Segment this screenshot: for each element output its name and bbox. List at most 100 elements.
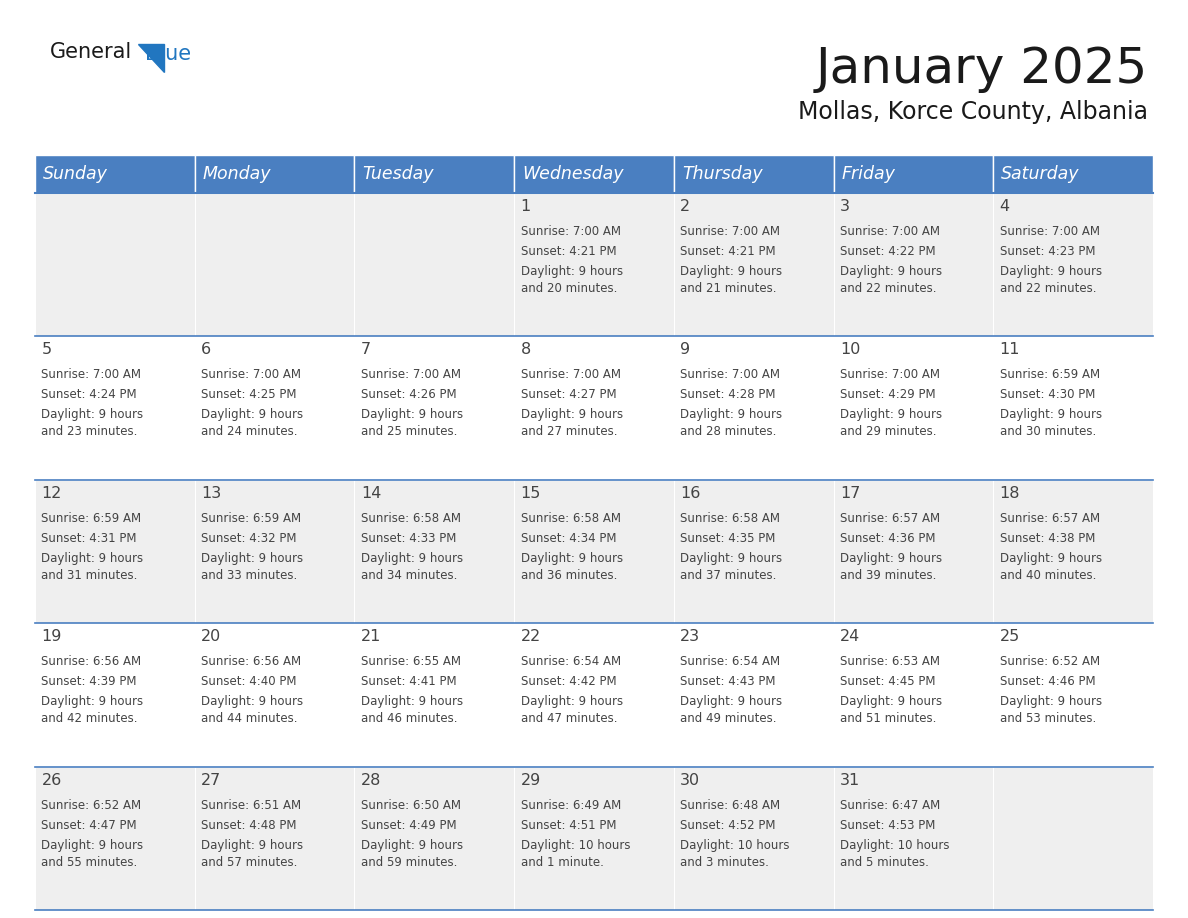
Text: Daylight: 9 hours: Daylight: 9 hours	[520, 552, 623, 565]
Text: Daylight: 9 hours: Daylight: 9 hours	[361, 695, 463, 708]
Text: 3: 3	[840, 199, 849, 214]
Text: Sunset: 4:45 PM: Sunset: 4:45 PM	[840, 676, 935, 688]
Text: and 22 minutes.: and 22 minutes.	[840, 282, 936, 295]
FancyBboxPatch shape	[514, 193, 674, 336]
Text: Sunset: 4:31 PM: Sunset: 4:31 PM	[42, 532, 137, 544]
Text: Daylight: 9 hours: Daylight: 9 hours	[840, 409, 942, 421]
Text: Daylight: 9 hours: Daylight: 9 hours	[201, 409, 303, 421]
Text: Daylight: 9 hours: Daylight: 9 hours	[201, 839, 303, 852]
FancyBboxPatch shape	[514, 155, 674, 193]
Text: Sunset: 4:23 PM: Sunset: 4:23 PM	[999, 245, 1095, 258]
Text: Sunset: 4:22 PM: Sunset: 4:22 PM	[840, 245, 936, 258]
Text: and 33 minutes.: and 33 minutes.	[201, 569, 297, 582]
Text: Sunset: 4:34 PM: Sunset: 4:34 PM	[520, 532, 617, 544]
Text: Sunrise: 6:52 AM: Sunrise: 6:52 AM	[999, 655, 1100, 668]
Text: Daylight: 9 hours: Daylight: 9 hours	[361, 409, 463, 421]
Text: 25: 25	[999, 629, 1020, 644]
Text: Sunset: 4:26 PM: Sunset: 4:26 PM	[361, 388, 456, 401]
Text: Sunset: 4:21 PM: Sunset: 4:21 PM	[520, 245, 617, 258]
FancyBboxPatch shape	[834, 193, 993, 336]
Text: Daylight: 10 hours: Daylight: 10 hours	[681, 839, 790, 852]
Text: Daylight: 10 hours: Daylight: 10 hours	[520, 839, 630, 852]
Text: 9: 9	[681, 342, 690, 357]
Text: 5: 5	[42, 342, 51, 357]
Text: and 28 minutes.: and 28 minutes.	[681, 425, 777, 439]
FancyBboxPatch shape	[354, 480, 514, 623]
Text: Sunrise: 7:00 AM: Sunrise: 7:00 AM	[681, 368, 781, 381]
FancyBboxPatch shape	[354, 155, 514, 193]
FancyBboxPatch shape	[993, 336, 1154, 480]
FancyBboxPatch shape	[993, 767, 1154, 910]
Text: Sunset: 4:27 PM: Sunset: 4:27 PM	[520, 388, 617, 401]
Text: Sunrise: 7:00 AM: Sunrise: 7:00 AM	[520, 225, 620, 238]
Text: Sunrise: 7:00 AM: Sunrise: 7:00 AM	[840, 225, 940, 238]
Text: Sunset: 4:43 PM: Sunset: 4:43 PM	[681, 676, 776, 688]
Text: 15: 15	[520, 486, 541, 501]
Text: 14: 14	[361, 486, 381, 501]
Text: Sunset: 4:24 PM: Sunset: 4:24 PM	[42, 388, 137, 401]
Text: Sunrise: 6:51 AM: Sunrise: 6:51 AM	[201, 799, 302, 812]
Text: Sunrise: 7:00 AM: Sunrise: 7:00 AM	[201, 368, 301, 381]
Text: Daylight: 9 hours: Daylight: 9 hours	[361, 552, 463, 565]
FancyBboxPatch shape	[195, 336, 354, 480]
Text: Daylight: 9 hours: Daylight: 9 hours	[681, 409, 783, 421]
Text: Daylight: 9 hours: Daylight: 9 hours	[840, 695, 942, 708]
FancyBboxPatch shape	[674, 336, 834, 480]
Text: 26: 26	[42, 773, 62, 788]
Text: and 1 minute.: and 1 minute.	[520, 856, 604, 868]
Text: Sunset: 4:30 PM: Sunset: 4:30 PM	[999, 388, 1095, 401]
Text: and 23 minutes.: and 23 minutes.	[42, 425, 138, 439]
FancyBboxPatch shape	[195, 480, 354, 623]
Text: Sunrise: 6:54 AM: Sunrise: 6:54 AM	[681, 655, 781, 668]
Text: Tuesday: Tuesday	[362, 165, 434, 183]
FancyBboxPatch shape	[354, 767, 514, 910]
Text: Daylight: 9 hours: Daylight: 9 hours	[999, 265, 1101, 278]
Text: January 2025: January 2025	[816, 45, 1148, 93]
Text: 16: 16	[681, 486, 701, 501]
Text: Sunset: 4:41 PM: Sunset: 4:41 PM	[361, 676, 456, 688]
Text: 4: 4	[999, 199, 1010, 214]
Text: Sunset: 4:39 PM: Sunset: 4:39 PM	[42, 676, 137, 688]
FancyBboxPatch shape	[674, 767, 834, 910]
Text: Sunset: 4:47 PM: Sunset: 4:47 PM	[42, 819, 137, 832]
FancyBboxPatch shape	[195, 623, 354, 767]
Text: and 3 minutes.: and 3 minutes.	[681, 856, 769, 868]
FancyBboxPatch shape	[834, 623, 993, 767]
Text: Daylight: 9 hours: Daylight: 9 hours	[42, 839, 144, 852]
Text: 17: 17	[840, 486, 860, 501]
Text: and 53 minutes.: and 53 minutes.	[999, 712, 1095, 725]
FancyBboxPatch shape	[674, 193, 834, 336]
FancyBboxPatch shape	[195, 155, 354, 193]
Text: Sunday: Sunday	[43, 165, 108, 183]
Text: Daylight: 9 hours: Daylight: 9 hours	[999, 409, 1101, 421]
Text: Daylight: 9 hours: Daylight: 9 hours	[361, 839, 463, 852]
Text: Daylight: 9 hours: Daylight: 9 hours	[42, 695, 144, 708]
Text: and 30 minutes.: and 30 minutes.	[999, 425, 1095, 439]
Polygon shape	[138, 44, 164, 72]
Text: Sunrise: 7:00 AM: Sunrise: 7:00 AM	[840, 368, 940, 381]
Text: 29: 29	[520, 773, 541, 788]
Text: Daylight: 9 hours: Daylight: 9 hours	[681, 695, 783, 708]
FancyBboxPatch shape	[993, 623, 1154, 767]
Text: and 59 minutes.: and 59 minutes.	[361, 856, 457, 868]
Text: 21: 21	[361, 629, 381, 644]
Text: and 37 minutes.: and 37 minutes.	[681, 569, 777, 582]
Text: and 21 minutes.: and 21 minutes.	[681, 282, 777, 295]
Text: Sunset: 4:21 PM: Sunset: 4:21 PM	[681, 245, 776, 258]
Text: Sunset: 4:46 PM: Sunset: 4:46 PM	[999, 676, 1095, 688]
Text: and 57 minutes.: and 57 minutes.	[201, 856, 297, 868]
Text: Sunset: 4:28 PM: Sunset: 4:28 PM	[681, 388, 776, 401]
Text: Sunset: 4:49 PM: Sunset: 4:49 PM	[361, 819, 456, 832]
Text: Sunset: 4:53 PM: Sunset: 4:53 PM	[840, 819, 935, 832]
FancyBboxPatch shape	[674, 480, 834, 623]
Text: 18: 18	[999, 486, 1020, 501]
Text: Sunset: 4:51 PM: Sunset: 4:51 PM	[520, 819, 617, 832]
Text: Daylight: 9 hours: Daylight: 9 hours	[201, 552, 303, 565]
Text: 7: 7	[361, 342, 371, 357]
Text: and 40 minutes.: and 40 minutes.	[999, 569, 1097, 582]
Text: Daylight: 9 hours: Daylight: 9 hours	[520, 265, 623, 278]
FancyBboxPatch shape	[34, 480, 195, 623]
Text: and 46 minutes.: and 46 minutes.	[361, 712, 457, 725]
Text: 12: 12	[42, 486, 62, 501]
Text: and 44 minutes.: and 44 minutes.	[201, 712, 298, 725]
